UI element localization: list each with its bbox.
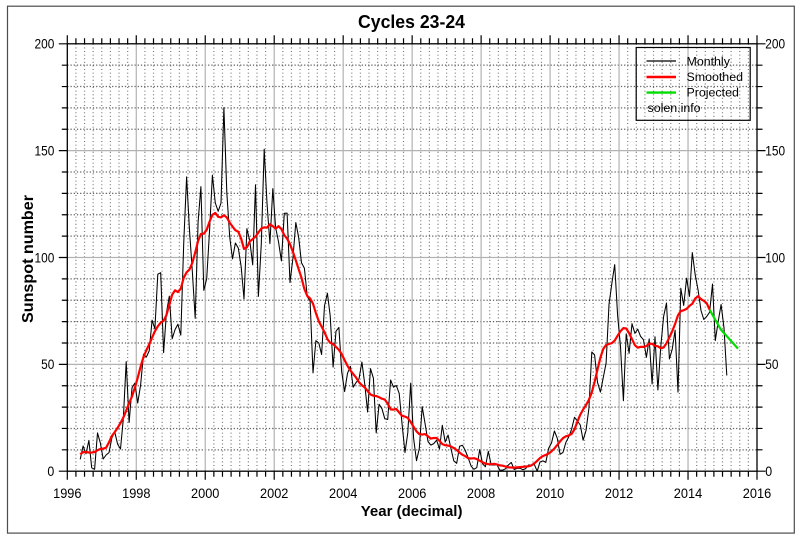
svg-text:1996: 1996 xyxy=(53,486,82,501)
svg-text:2000: 2000 xyxy=(191,486,220,501)
svg-text:solen.info: solen.info xyxy=(648,101,701,115)
svg-text:2012: 2012 xyxy=(605,486,633,501)
svg-text:50: 50 xyxy=(765,357,778,372)
svg-text:2010: 2010 xyxy=(536,486,565,501)
svg-text:200: 200 xyxy=(765,37,785,52)
svg-text:Cycles 23-24: Cycles 23-24 xyxy=(358,11,466,32)
svg-text:2004: 2004 xyxy=(329,486,358,501)
svg-text:200: 200 xyxy=(35,37,55,52)
svg-text:0: 0 xyxy=(47,464,54,479)
svg-text:50: 50 xyxy=(41,357,54,372)
svg-text:2016: 2016 xyxy=(743,486,772,501)
svg-text:100: 100 xyxy=(35,250,55,265)
svg-text:Year (decimal): Year (decimal) xyxy=(361,503,463,520)
svg-text:100: 100 xyxy=(765,250,785,265)
svg-text:1998: 1998 xyxy=(122,486,151,501)
svg-text:2006: 2006 xyxy=(398,486,427,501)
svg-text:0: 0 xyxy=(765,464,772,479)
svg-text:Smoothed: Smoothed xyxy=(687,70,744,84)
svg-text:Sunspot number: Sunspot number xyxy=(20,195,37,323)
svg-text:Monthly: Monthly xyxy=(687,54,731,68)
svg-text:2002: 2002 xyxy=(260,486,288,501)
svg-text:150: 150 xyxy=(765,144,785,159)
svg-text:2014: 2014 xyxy=(674,486,703,501)
svg-text:Projected: Projected xyxy=(687,86,739,100)
svg-text:150: 150 xyxy=(35,144,55,159)
svg-text:2008: 2008 xyxy=(467,486,496,501)
